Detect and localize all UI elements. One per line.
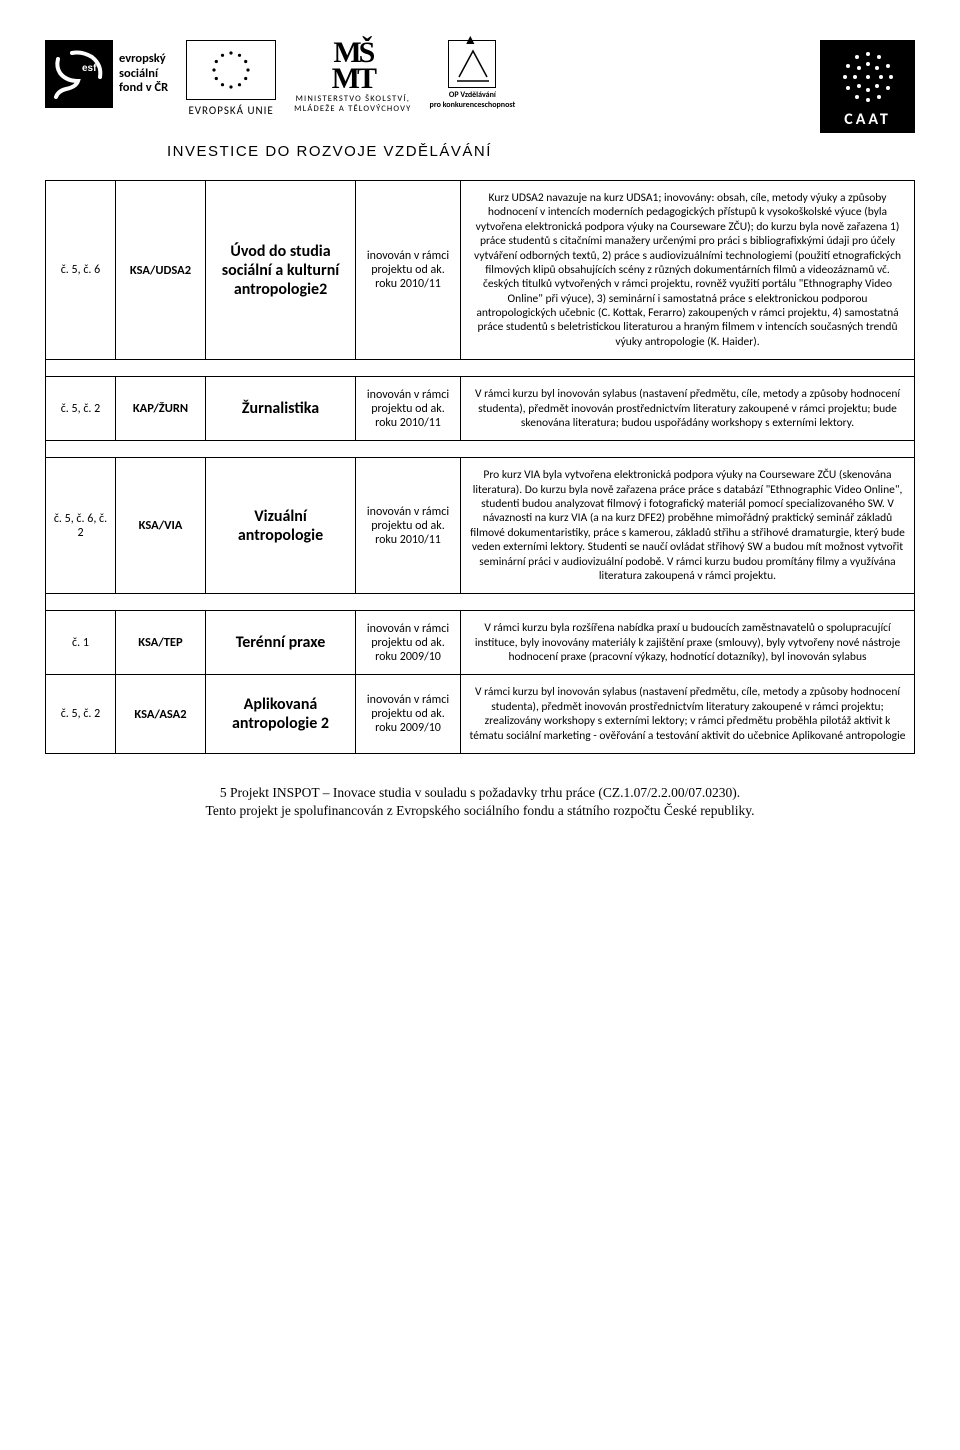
table-row: č. 5, č. 2KAP/ŽURNŽurnalistikainovován v… [46, 377, 915, 441]
status-cell: inovován v rámci projektu od ak. roku 20… [356, 458, 461, 594]
msmt-sub2: MLÁDEŽE A TĚLOVÝCHOVY [294, 104, 411, 114]
code-cell: KSA/UDSA2 [116, 181, 206, 360]
desc-cell: V rámci kurzu byl inovován sylabus (nast… [461, 675, 915, 754]
ref-cell: č. 5, č. 6, č. 2 [46, 458, 116, 594]
op-logo: OP Vzdělávání pro konkurenceschopnost [430, 40, 516, 110]
name-cell: Žurnalistika [206, 377, 356, 441]
status-cell: inovován v rámci projektu od ak. roku 20… [356, 611, 461, 675]
msmt-logo: MŠ MT MINISTERSTVO ŠKOLSTVÍ, MLÁDEŽE A T… [294, 40, 411, 114]
status-cell: inovován v rámci projektu od ak. roku 20… [356, 675, 461, 754]
courses-table: č. 5, č. 6KSA/UDSA2Úvod do studia sociál… [45, 180, 915, 754]
header-logo-row: esf evropský sociální fond v ČR [45, 40, 915, 133]
msmt-sub1: MINISTERSTVO ŠKOLSTVÍ, [294, 94, 411, 104]
desc-cell: V rámci kurzu byla rozšířena nabídka pra… [461, 611, 915, 675]
esf-line1: evropský [119, 52, 168, 66]
ref-cell: č. 5, č. 6 [46, 181, 116, 360]
ref-cell: č. 5, č. 2 [46, 377, 116, 441]
ref-cell: č. 5, č. 2 [46, 675, 116, 754]
esf-text: evropský sociální fond v ČR [119, 52, 168, 95]
code-cell: KSA/TEP [116, 611, 206, 675]
esf-line3: fond v ČR [119, 81, 168, 95]
msmt-icon: MŠ MT [332, 40, 374, 91]
status-cell: inovován v rámci projektu od ak. roku 20… [356, 377, 461, 441]
spacer-row [46, 594, 915, 611]
esf-line2: sociální [119, 67, 168, 81]
page-footer: 5 Projekt INSPOT – Inovace studia v soul… [45, 784, 915, 820]
ref-cell: č. 1 [46, 611, 116, 675]
op-icon [448, 40, 496, 88]
table-row: č. 1KSA/TEPTerénní praxeinovován v rámci… [46, 611, 915, 675]
op-line2: pro konkurenceschopnost [430, 101, 516, 111]
document-page: esf evropský sociální fond v ČR [0, 0, 960, 850]
msmt-bot: MT [332, 66, 374, 92]
eu-logo: EVROPSKÁ UNIE [186, 40, 276, 117]
name-cell: Vizuální antropologie [206, 458, 356, 594]
desc-cell: Pro kurz VIA byla vytvořena elektronická… [461, 458, 915, 594]
table-row: č. 5, č. 6, č. 2KSA/VIAVizuální antropol… [46, 458, 915, 594]
status-cell: inovován v rámci projektu od ak. roku 20… [356, 181, 461, 360]
code-cell: KSA/VIA [116, 458, 206, 594]
footer-line2: Tento projekt je spolufinancován z Evrop… [45, 802, 915, 820]
esf-logo: esf evropský sociální fond v ČR [45, 40, 168, 108]
caat-logo: CAAT [820, 40, 915, 133]
code-cell: KAP/ŽURN [116, 377, 206, 441]
svg-text:esf: esf [82, 63, 97, 74]
name-cell: Úvod do studia sociální a kulturní antro… [206, 181, 356, 360]
caat-icon [839, 48, 897, 106]
table-row: č. 5, č. 6KSA/UDSA2Úvod do studia sociál… [46, 181, 915, 360]
msmt-subtitle: MINISTERSTVO ŠKOLSTVÍ, MLÁDEŽE A TĚLOVÝC… [294, 94, 411, 114]
desc-cell: Kurz UDSA2 navazuje na kurz UDSA1; inovo… [461, 181, 915, 360]
name-cell: Aplikovaná antropologie 2 [206, 675, 356, 754]
footer-line1: 5 Projekt INSPOT – Inovace studia v soul… [45, 784, 915, 802]
eu-flag-icon [186, 40, 276, 100]
name-cell: Terénní praxe [206, 611, 356, 675]
table-row: č. 5, č. 2KSA/ASA2Aplikovaná antropologi… [46, 675, 915, 754]
op-label: OP Vzdělávání pro konkurenceschopnost [430, 91, 516, 110]
desc-cell: V rámci kurzu byl inovován sylabus (nast… [461, 377, 915, 441]
spacer-row [46, 360, 915, 377]
spacer-row [46, 441, 915, 458]
header-tagline: INVESTICE DO ROZVOJE VZDĚLÁVÁNÍ [167, 143, 915, 160]
code-cell: KSA/ASA2 [116, 675, 206, 754]
esf-icon: esf [45, 40, 113, 108]
eu-label: EVROPSKÁ UNIE [188, 104, 273, 117]
caat-label: CAAT [844, 110, 891, 129]
